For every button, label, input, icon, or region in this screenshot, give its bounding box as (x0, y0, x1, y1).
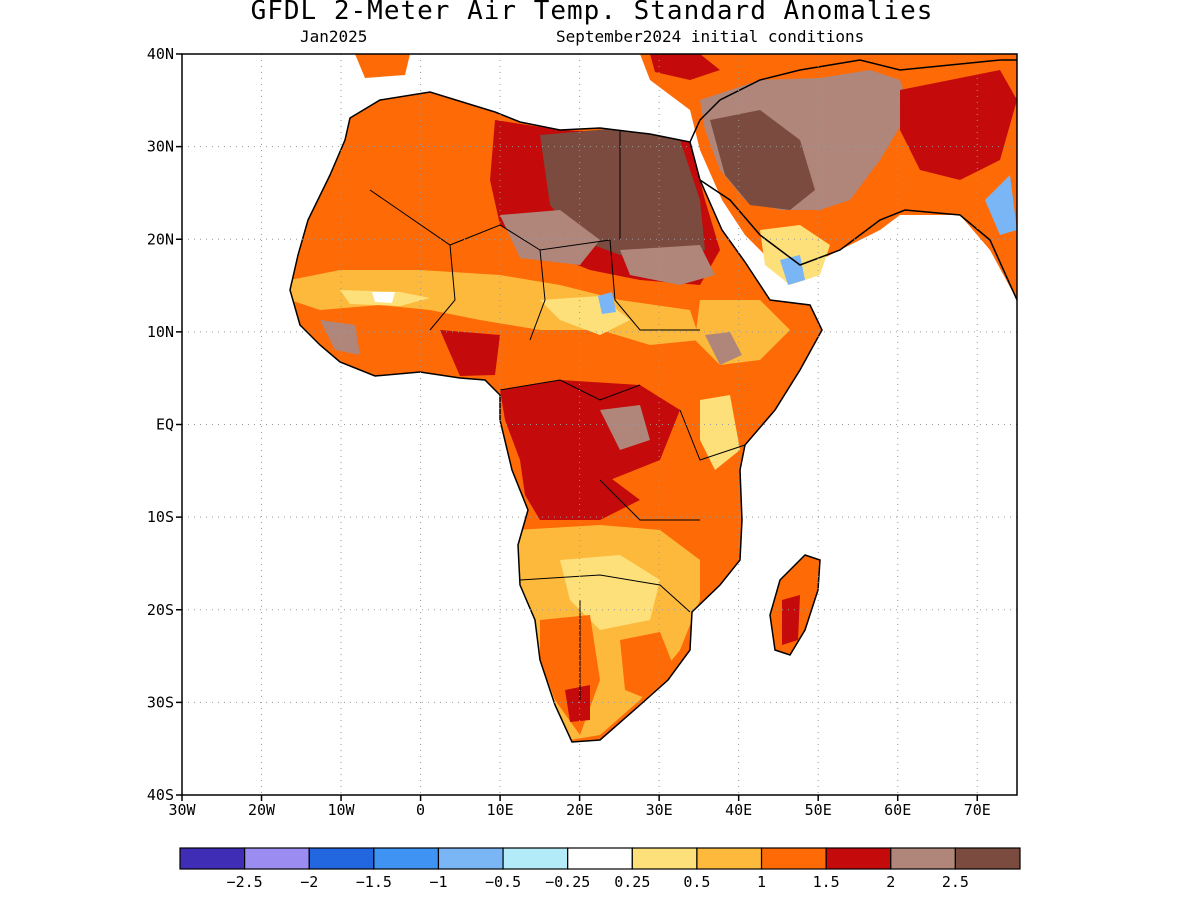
lat-tick-label: 30S (147, 693, 174, 711)
lon-tick-label: 70E (964, 801, 991, 819)
lat-tick-label: 10S (147, 508, 174, 526)
legend-swatch (179, 847, 246, 870)
latitude-axis: 40N 30N 20N 10N EQ 10S 20S 30S 40S (147, 45, 182, 804)
legend-label: 0.25 (614, 873, 650, 891)
legend-swatch (437, 847, 504, 870)
lat-tick-label: EQ (156, 416, 174, 434)
initial-conditions: September2024 initial conditions (556, 27, 865, 46)
longitude-axis: 30W 20W 10W 0 10E 20E 30E 40E 50E 60E 70E (168, 795, 991, 819)
legend-swatch (373, 847, 440, 870)
legend-swatch (308, 847, 375, 870)
lat-tick-label: 30N (147, 138, 174, 156)
lat-tick-label: 40N (147, 45, 174, 63)
lon-tick-label: 40E (725, 801, 752, 819)
legend-label: 0.5 (683, 873, 710, 891)
lon-tick-label: 60E (884, 801, 911, 819)
anomaly-fields (289, 54, 1017, 743)
legend-label: 2 (886, 873, 895, 891)
legend-swatch (760, 847, 827, 870)
lat-tick-label: 20N (147, 230, 174, 248)
legend-label: −2.5 (227, 873, 263, 891)
color-legend: −2.5 −2 −1.5 −1 −0.5 −0.25 0.25 0.5 1 1.5 2 2.5 (179, 847, 1021, 891)
lon-tick-label: 10W (328, 801, 356, 819)
lon-tick-label: 10E (487, 801, 514, 819)
forecast-month: Jan2025 (300, 27, 368, 46)
lat-tick-label: 10N (147, 323, 174, 341)
legend-swatch (825, 847, 892, 870)
legend-label: −2 (300, 873, 318, 891)
lon-tick-label: 0 (416, 801, 425, 819)
legend-swatch (890, 847, 956, 870)
legend-swatch (696, 847, 763, 870)
legend-swatch (954, 847, 1021, 870)
legend-swatch (631, 847, 698, 870)
legend-swatch (567, 847, 633, 870)
lon-tick-label: 20W (248, 801, 276, 819)
legend-swatch (502, 847, 569, 870)
lat-tick-label: 40S (147, 786, 174, 804)
lon-tick-label: 30W (168, 801, 196, 819)
legend-label: 1 (757, 873, 766, 891)
legend-label: 2.5 (942, 873, 969, 891)
chart-title: GFDL 2-Meter Air Temp. Standard Anomalie… (250, 0, 934, 26)
legend-label: −0.25 (545, 873, 590, 891)
lon-tick-label: 20E (566, 801, 593, 819)
legend-label: −0.5 (485, 873, 521, 891)
legend-swatch (244, 847, 310, 870)
lat-tick-label: 20S (147, 601, 174, 619)
legend-label: −1.5 (356, 873, 392, 891)
lon-tick-label: 50E (805, 801, 832, 819)
lon-tick-label: 30E (646, 801, 673, 819)
legend-label: −1 (429, 873, 447, 891)
legend-label: 1.5 (813, 873, 840, 891)
